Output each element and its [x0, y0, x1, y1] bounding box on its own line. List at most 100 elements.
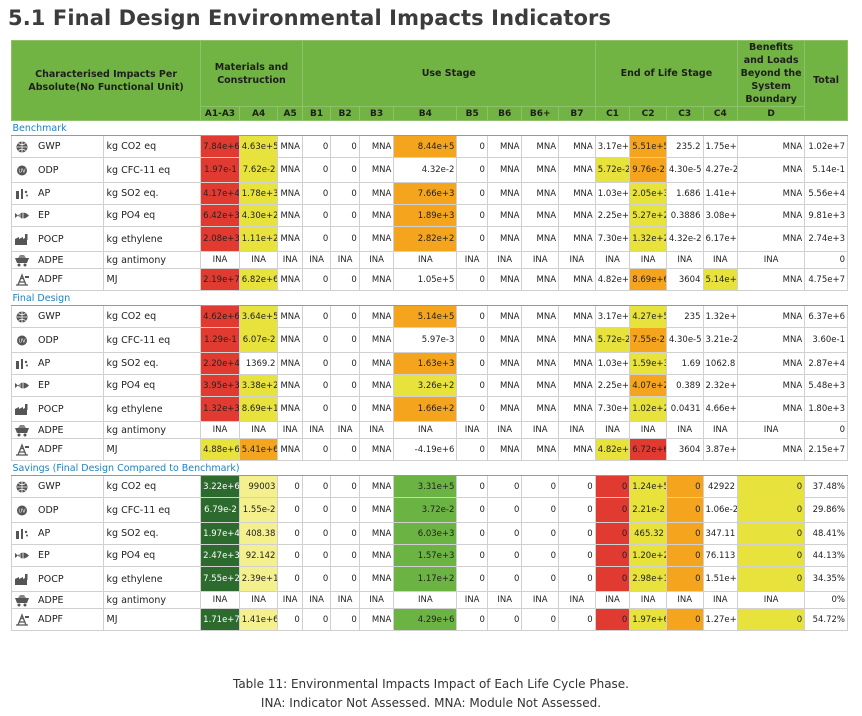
- value-cell: 0: [558, 475, 596, 498]
- indicator-label: EP: [38, 210, 50, 221]
- header-use-stage: Use Stage: [301, 40, 596, 107]
- indicator-label: POCP: [38, 573, 64, 585]
- value-cell: 2.25e+2: [594, 374, 631, 397]
- value-cell: 4.62e+6: [200, 305, 240, 328]
- value-cell: MNA: [558, 268, 596, 291]
- value-cell: 0: [277, 497, 303, 523]
- value-cell: INA: [330, 591, 360, 609]
- value-cell: 0.3886: [665, 204, 704, 227]
- value-cell: 0: [330, 497, 360, 523]
- indicator-cell: POCP: [11, 396, 104, 422]
- value-cell: 0: [330, 352, 360, 375]
- fish-icon: [14, 549, 30, 562]
- value-cell: 6.37e+6: [804, 305, 848, 328]
- value-cell: 4.32e-2: [665, 226, 704, 252]
- value-cell: 1.24e+5: [629, 475, 667, 498]
- value-cell: INA: [358, 591, 395, 609]
- subheader-b6-: B6+: [521, 106, 560, 121]
- indicator-label: ODP: [38, 504, 59, 516]
- mine-cart-icon: [14, 254, 30, 267]
- value-cell: INA: [558, 421, 596, 439]
- value-cell: 0.389: [665, 374, 704, 397]
- indicator-cell: ADPF: [11, 608, 104, 631]
- subheader-c3: C3: [665, 106, 704, 121]
- header-benefits: Benefits and Loads Beyond the System Bou…: [737, 40, 806, 107]
- table-row: ADPF MJ 4.88e+6 5.41e+6 MNA 0 0 MNA -4.19e+6 0 MNA…: [11, 438, 848, 461]
- value-cell: 7.62e-2: [238, 157, 279, 183]
- value-cell: 92.142: [238, 544, 279, 567]
- value-cell: 3.17e+5: [594, 135, 631, 158]
- value-cell: 235.2: [665, 135, 704, 158]
- value-cell: 0: [330, 475, 360, 498]
- value-cell: 0: [486, 475, 523, 498]
- value-cell: 0: [665, 566, 704, 592]
- value-cell: 3604: [665, 268, 704, 291]
- value-cell: 0: [301, 157, 332, 183]
- subheader-a5: A5: [277, 106, 303, 121]
- subheader-a1-a3: A1-A3: [200, 106, 240, 121]
- subheader-b6: B6: [486, 106, 523, 121]
- value-cell: MNA: [521, 268, 560, 291]
- value-cell: MNA: [358, 566, 395, 592]
- value-cell: 0: [521, 566, 560, 592]
- value-cell: 235: [665, 305, 704, 328]
- unit-cell: kg ethylene: [102, 566, 202, 592]
- value-cell: 2.21e-2: [629, 497, 667, 523]
- value-cell: 0: [486, 566, 523, 592]
- value-cell: 4.30e-5: [665, 157, 704, 183]
- value-cell: 8.69e+6: [629, 268, 667, 291]
- value-cell: 0: [330, 226, 360, 252]
- value-cell: INA: [521, 421, 560, 439]
- unit-cell: kg CO2 eq: [102, 135, 202, 158]
- value-cell: 4.82e+6: [594, 268, 631, 291]
- value-cell: 2.98e+1: [629, 566, 667, 592]
- value-cell: 1.27e+6: [702, 608, 739, 631]
- value-cell: 5.14e+5: [393, 305, 458, 328]
- value-cell: 0: [301, 544, 332, 567]
- table-row: ADPF MJ 2.19e+7 6.82e+6 MNA 0 0 MNA 1.05e+5 0 MNA M…: [11, 268, 848, 291]
- value-cell: MNA: [358, 204, 395, 227]
- value-cell: MNA: [558, 135, 596, 158]
- value-cell: MNA: [737, 204, 806, 227]
- value-cell: 5.56e+4: [804, 182, 848, 205]
- subheader-c4: C4: [702, 106, 739, 121]
- indicator-cell: UV ODP: [11, 497, 104, 523]
- value-cell: 0: [486, 544, 523, 567]
- value-cell: 48.41%: [804, 522, 848, 545]
- value-cell: 0: [456, 135, 488, 158]
- unit-cell: kg CFC-11 eq: [102, 497, 202, 523]
- value-cell: 1.17e+2: [393, 566, 458, 592]
- value-cell: 0: [330, 327, 360, 353]
- value-cell: 1.06e-2: [702, 497, 739, 523]
- indicator-label: ADPE: [38, 254, 64, 266]
- value-cell: 6.42e+3: [200, 204, 240, 227]
- value-cell: 0: [665, 475, 704, 498]
- value-cell: 8.69e+1: [238, 396, 279, 422]
- value-cell: MNA: [486, 135, 523, 158]
- value-cell: 1.63e+3: [393, 352, 458, 375]
- value-cell: MNA: [358, 268, 395, 291]
- value-cell: 0: [737, 522, 806, 545]
- value-cell: 5.72e-2: [594, 327, 631, 353]
- subheader-d: D: [737, 106, 806, 121]
- caption-line-1: Table 11: Environmental Impacts Impact o…: [232, 677, 629, 691]
- value-cell: 1.05e+5: [393, 268, 458, 291]
- value-cell: 0: [330, 204, 360, 227]
- svg-text:UV: UV: [18, 168, 26, 174]
- value-cell: 0: [301, 438, 332, 461]
- value-cell: MNA: [358, 396, 395, 422]
- value-cell: 5.14e-1: [804, 157, 848, 183]
- value-cell: MNA: [486, 226, 523, 252]
- value-cell: 0: [330, 268, 360, 291]
- value-cell: 0: [594, 566, 631, 592]
- value-cell: 0: [277, 566, 303, 592]
- value-cell: 0: [301, 396, 332, 422]
- value-cell: MNA: [358, 352, 395, 375]
- indicator-cell: POCP: [11, 226, 104, 252]
- indicator-label: ADPF: [38, 274, 64, 285]
- table-row: EP kg PO4 eq 2.47e+3 92.142 0 0 0 MNA 1.57e+3 0 0 0…: [11, 544, 848, 567]
- value-cell: MNA: [358, 226, 395, 252]
- value-cell: 2.25e+2: [594, 204, 631, 227]
- globe-icon: [14, 310, 30, 323]
- value-cell: MNA: [277, 396, 303, 422]
